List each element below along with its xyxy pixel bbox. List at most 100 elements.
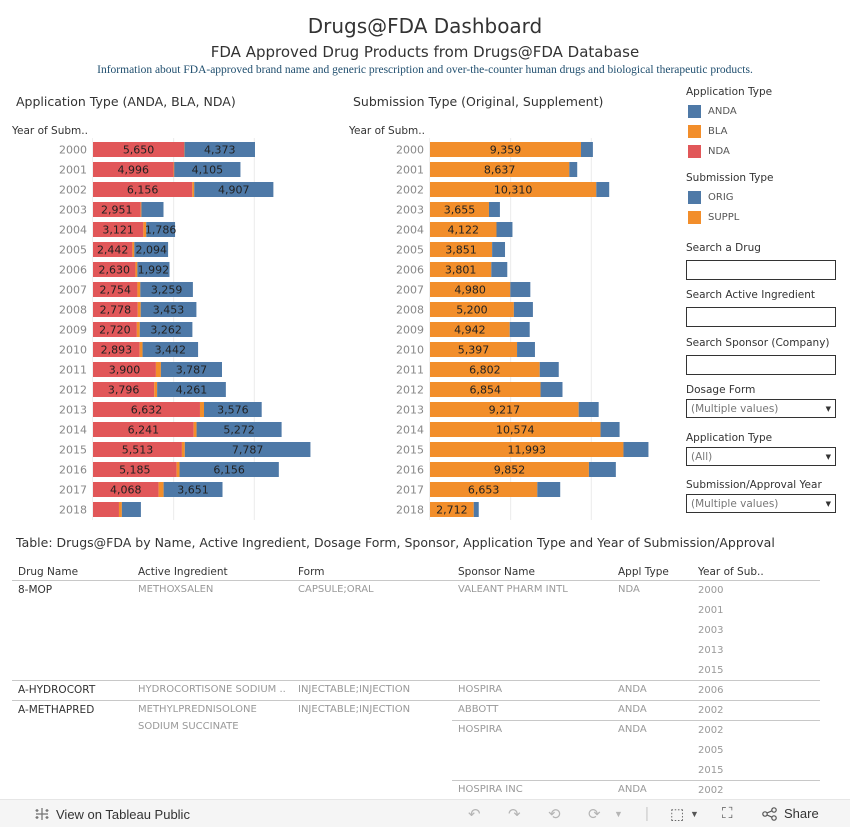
column-header-drug-name[interactable]: Drug Name	[18, 566, 79, 578]
bar-segment-bla[interactable]	[193, 422, 197, 437]
bar-segment-nda[interactable]	[93, 162, 174, 177]
column-header-appl-type[interactable]: Appl Type	[618, 566, 669, 578]
bar-segment-bla[interactable]	[173, 162, 175, 177]
bar-segment-bla[interactable]	[155, 362, 161, 377]
bar-segment-orig[interactable]	[491, 262, 508, 277]
bar-segment-orig[interactable]	[509, 322, 530, 337]
bar-segment-nda[interactable]	[93, 442, 182, 457]
bar-segment-bla[interactable]	[192, 182, 195, 197]
bar-segment-anda[interactable]	[134, 242, 169, 257]
bar-segment-orig[interactable]	[569, 162, 578, 177]
view-on-tableau-link[interactable]: View on Tableau Public	[34, 806, 190, 822]
bar-segment-anda[interactable]	[140, 282, 193, 297]
bar-segment-nda[interactable]	[93, 142, 185, 157]
bar-segment-anda[interactable]	[184, 142, 255, 157]
bar-segment-suppl[interactable]	[430, 322, 510, 337]
bar-segment-anda[interactable]	[140, 302, 197, 317]
column-header-active-ingredient[interactable]: Active Ingredient	[138, 566, 228, 578]
bar-segment-nda[interactable]	[93, 482, 159, 497]
bar-segment-suppl[interactable]	[430, 302, 514, 317]
bar-segment-orig[interactable]	[623, 442, 649, 457]
bar-segment-nda[interactable]	[93, 422, 194, 437]
bar-segment-bla[interactable]	[176, 462, 180, 477]
bar-segment-suppl[interactable]	[430, 142, 581, 157]
bar-segment-nda[interactable]	[93, 262, 136, 277]
application-type-dropdown[interactable]: (All) ▼	[686, 447, 836, 466]
bar-segment-bla[interactable]	[140, 202, 142, 217]
column-header-year[interactable]: Year of Sub..	[698, 566, 764, 578]
bar-segment-orig[interactable]	[580, 142, 593, 157]
bar-segment-orig[interactable]	[540, 382, 563, 397]
revert-icon[interactable]: ⟲	[548, 806, 561, 823]
bar-segment-suppl[interactable]	[430, 462, 589, 477]
bar-segment-suppl[interactable]	[430, 402, 579, 417]
bar-segment-suppl[interactable]	[430, 342, 518, 357]
legend-item-orig[interactable]: ORIG	[686, 187, 774, 207]
bar-segment-nda[interactable]	[93, 242, 133, 257]
bar-segment-bla[interactable]	[181, 442, 185, 457]
bar-segment-anda[interactable]	[141, 202, 164, 217]
bar-segment-nda[interactable]	[93, 502, 119, 517]
bar-segment-bla[interactable]	[132, 242, 135, 257]
download-icon[interactable]: ⬚	[670, 806, 685, 823]
bar-segment-nda[interactable]	[93, 282, 138, 297]
bar-segment-nda[interactable]	[93, 302, 138, 317]
bar-segment-bla[interactable]	[154, 382, 158, 397]
search-drug-input[interactable]	[686, 259, 836, 280]
bar-segment-suppl[interactable]	[430, 242, 493, 257]
bar-segment-suppl[interactable]	[430, 262, 492, 277]
bar-segment-anda[interactable]	[196, 422, 282, 437]
search-sponsor-input[interactable]	[686, 354, 836, 375]
bar-segment-orig[interactable]	[578, 402, 599, 417]
bar-segment-bla[interactable]	[135, 262, 138, 277]
bar-segment-bla[interactable]	[143, 222, 147, 237]
bar-segment-nda[interactable]	[93, 322, 137, 337]
bar-segment-bla[interactable]	[137, 302, 141, 317]
bar-segment-anda[interactable]	[184, 442, 311, 457]
submission-type-chart[interactable]: 2000 9,359 2001 8,637 2002 10,310 2003 3,655 200…	[337, 138, 677, 520]
bar-segment-anda[interactable]	[121, 502, 141, 517]
bar-segment-nda[interactable]	[93, 342, 140, 357]
bar-segment-bla[interactable]	[136, 322, 140, 337]
bar-segment-anda[interactable]	[163, 482, 223, 497]
bar-segment-anda[interactable]	[142, 342, 199, 357]
bar-segment-bla[interactable]	[118, 502, 122, 517]
bar-segment-suppl[interactable]	[430, 202, 489, 217]
bar-segment-anda[interactable]	[139, 322, 193, 337]
bar-segment-suppl[interactable]	[430, 162, 570, 177]
bar-segment-orig[interactable]	[510, 282, 531, 297]
bar-segment-orig[interactable]	[496, 222, 513, 237]
bar-segment-nda[interactable]	[93, 402, 200, 417]
undo-icon[interactable]: ↶	[468, 806, 481, 823]
bar-segment-bla[interactable]	[137, 282, 141, 297]
bar-segment-nda[interactable]	[93, 182, 193, 197]
bar-segment-suppl[interactable]	[430, 482, 538, 497]
bar-segment-orig[interactable]	[517, 342, 535, 357]
refresh-icon[interactable]: ⟳	[588, 806, 601, 823]
bar-segment-suppl[interactable]	[430, 282, 511, 297]
download-dropdown-icon[interactable]: ▼	[690, 809, 699, 819]
column-header-sponsor-name[interactable]: Sponsor Name	[458, 566, 535, 578]
bar-segment-orig[interactable]	[513, 302, 533, 317]
search-ingredient-input[interactable]	[686, 306, 836, 327]
bar-segment-bla[interactable]	[158, 482, 164, 497]
share-button[interactable]: Share	[762, 806, 819, 821]
bar-segment-nda[interactable]	[93, 362, 156, 377]
bar-segment-orig[interactable]	[473, 502, 479, 517]
bar-segment-orig[interactable]	[492, 242, 506, 257]
bar-segment-bla[interactable]	[199, 402, 205, 417]
bar-segment-orig[interactable]	[488, 202, 500, 217]
bar-segment-anda[interactable]	[174, 162, 241, 177]
fullscreen-icon[interactable]: ⛶	[722, 805, 733, 822]
legend-item-bla[interactable]: BLA	[686, 121, 772, 141]
bar-segment-anda[interactable]	[179, 462, 279, 477]
legend-item-anda[interactable]: ANDA	[686, 101, 772, 121]
bar-segment-orig[interactable]	[600, 422, 620, 437]
bar-segment-suppl[interactable]	[430, 422, 601, 437]
dosage-form-dropdown[interactable]: (Multiple values) ▼	[686, 399, 836, 418]
pause-dropdown-icon[interactable]: ▼	[614, 809, 623, 819]
application-type-chart[interactable]: 2000 5,650 4,373 2001 4,996 4,105 2002 6,156 4,9…	[0, 138, 340, 520]
bar-segment-suppl[interactable]	[430, 502, 474, 517]
bar-segment-suppl[interactable]	[430, 442, 624, 457]
bar-segment-bla[interactable]	[139, 342, 143, 357]
